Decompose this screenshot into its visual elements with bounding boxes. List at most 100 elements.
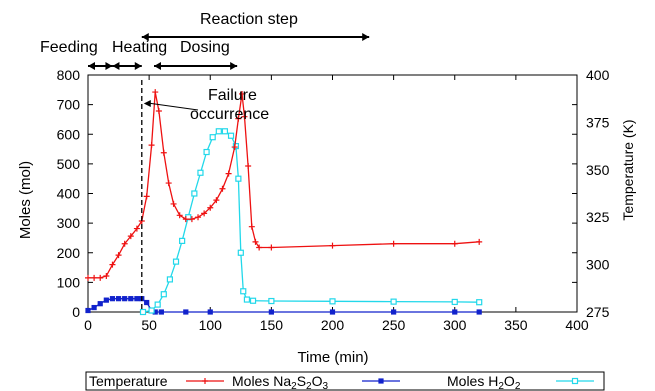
failure-pointer bbox=[147, 102, 199, 111]
data-point-temperature bbox=[252, 238, 259, 245]
phase-arrow-feeding-head-left bbox=[88, 62, 95, 70]
data-point-temperature bbox=[170, 200, 177, 207]
phase-arrow-heating-head-right bbox=[134, 62, 142, 70]
legend-label-moles-na2s2o3: Moles Na2S2O3 bbox=[232, 373, 329, 391]
y-tick-label: 600 bbox=[57, 126, 81, 142]
data-point-temperature bbox=[235, 115, 242, 122]
legend-entry-moles-na2s2o3: Moles Na2S2O3 bbox=[232, 373, 400, 391]
y-tick-label: 200 bbox=[57, 245, 81, 261]
x-tick-label: 250 bbox=[382, 317, 406, 333]
data-point-moles-h2o2 bbox=[237, 249, 244, 256]
data-point-moles-na2s2o3 bbox=[158, 309, 164, 315]
series-temperature bbox=[85, 89, 483, 281]
data-point-moles-na2s2o3 bbox=[103, 297, 109, 303]
data-point-moles-h2o2 bbox=[203, 148, 210, 156]
data-point-moles-h2o2 bbox=[191, 190, 198, 197]
data-point-temperature bbox=[133, 225, 140, 232]
data-point-temperature bbox=[176, 212, 183, 219]
x-tick-label: 400 bbox=[565, 317, 589, 333]
series-moles-h2o2 bbox=[139, 128, 483, 316]
data-point-temperature bbox=[91, 274, 98, 281]
legend-subscript: 2 bbox=[291, 381, 297, 391]
data-point-moles-h2o2 bbox=[172, 258, 180, 265]
data-point-moles-na2s2o3 bbox=[109, 296, 116, 302]
y-tick-label: 100 bbox=[57, 274, 81, 290]
legend-text-part: Moles Na bbox=[232, 373, 291, 389]
phase-label-reaction-step: Reaction step bbox=[200, 11, 298, 28]
phase-label-dosing: Dosing bbox=[180, 39, 230, 56]
data-point-temperature bbox=[165, 180, 172, 187]
data-point-temperature bbox=[268, 244, 275, 251]
data-point-moles-h2o2 bbox=[139, 308, 147, 316]
y-tick-label: 0 bbox=[72, 304, 80, 320]
data-point-temperature bbox=[248, 223, 255, 230]
x-tick-label: 150 bbox=[260, 317, 284, 333]
data-point-moles-na2s2o3 bbox=[144, 299, 150, 306]
y-tick-label: 800 bbox=[57, 67, 81, 83]
data-point-moles-na2s2o3 bbox=[91, 304, 97, 311]
x-tick-label: 300 bbox=[443, 317, 467, 333]
series-line-temperature bbox=[88, 91, 480, 279]
data-point-moles-na2s2o3 bbox=[476, 309, 482, 315]
data-point-temperature bbox=[103, 272, 110, 279]
data-point-moles-h2o2 bbox=[154, 301, 161, 308]
y-axis-ticks: 0 100 200 300 400 500 600 700 800 bbox=[57, 67, 577, 320]
data-point-moles-h2o2 bbox=[209, 134, 216, 141]
data-point-temperature bbox=[188, 216, 195, 223]
data-point-moles-na2s2o3 bbox=[391, 309, 397, 315]
y-tick-label: 500 bbox=[57, 156, 81, 172]
phase-arrow-reaction-step-head-left bbox=[141, 33, 149, 41]
x-tick-label: 200 bbox=[321, 317, 345, 333]
legend: Temperature Moles Na2S2O3 Moles H2O2 bbox=[85, 371, 605, 391]
y2-tick-label: 275 bbox=[586, 304, 610, 320]
legend-box bbox=[85, 371, 605, 391]
data-point-temperature bbox=[219, 185, 226, 192]
data-point-moles-h2o2 bbox=[240, 288, 247, 295]
data-point-temperature bbox=[207, 204, 214, 211]
phase-arrow-reaction-step bbox=[141, 33, 370, 41]
legend-label-temperature: Temperature bbox=[89, 373, 168, 389]
failure-pointer-head bbox=[143, 100, 151, 107]
data-point-temperature bbox=[451, 240, 458, 247]
phase-arrow-heating bbox=[112, 62, 142, 70]
phase-label-heating: Heating bbox=[112, 39, 167, 56]
data-point-moles-h2o2 bbox=[249, 297, 257, 304]
data-point-temperature bbox=[390, 240, 397, 247]
data-point-moles-h2o2 bbox=[227, 132, 235, 139]
data-point-temperature bbox=[225, 170, 232, 177]
data-point-moles-h2o2 bbox=[221, 128, 229, 135]
data-point-temperature bbox=[245, 163, 252, 170]
data-point-moles-na2s2o3 bbox=[122, 296, 128, 302]
phase-arrow-dosing bbox=[154, 62, 238, 70]
data-point-moles-na2s2o3 bbox=[97, 301, 103, 307]
data-point-moles-na2s2o3 bbox=[85, 307, 91, 314]
data-point-moles-na2s2o3 bbox=[128, 296, 134, 302]
y-tick-label: 700 bbox=[57, 97, 81, 113]
data-point-temperature bbox=[97, 274, 104, 281]
data-point-temperature bbox=[155, 108, 162, 115]
series-line-moles-h2o2 bbox=[142, 130, 480, 313]
y-tick-label: 300 bbox=[57, 215, 81, 231]
data-point-moles-na2s2o3 bbox=[183, 309, 189, 315]
data-point-moles-na2s2o3 bbox=[329, 309, 336, 315]
phase-arrow-feeding bbox=[88, 62, 113, 70]
x-tick-label: 50 bbox=[141, 317, 157, 333]
data-point-moles-h2o2 bbox=[215, 128, 222, 135]
y2-tick-label: 325 bbox=[586, 209, 610, 225]
data-point-temperature bbox=[231, 144, 238, 151]
data-point-temperature bbox=[127, 233, 134, 240]
legend-text-part: O bbox=[312, 373, 323, 389]
data-point-temperature bbox=[239, 90, 246, 97]
y-axis-label: Moles (mol) bbox=[17, 161, 34, 239]
data-point-temperature bbox=[109, 261, 116, 268]
data-point-temperature bbox=[121, 240, 128, 247]
data-point-moles-h2o2 bbox=[148, 307, 155, 314]
data-point-moles-na2s2o3 bbox=[134, 296, 140, 302]
data-point-temperature bbox=[160, 149, 167, 156]
legend-text-part: O bbox=[504, 373, 515, 389]
failure-label-line: occurrence bbox=[190, 106, 269, 123]
data-point-temperature bbox=[85, 274, 91, 281]
legend-subscript: 2 bbox=[498, 381, 504, 391]
data-point-temperature bbox=[182, 216, 189, 223]
